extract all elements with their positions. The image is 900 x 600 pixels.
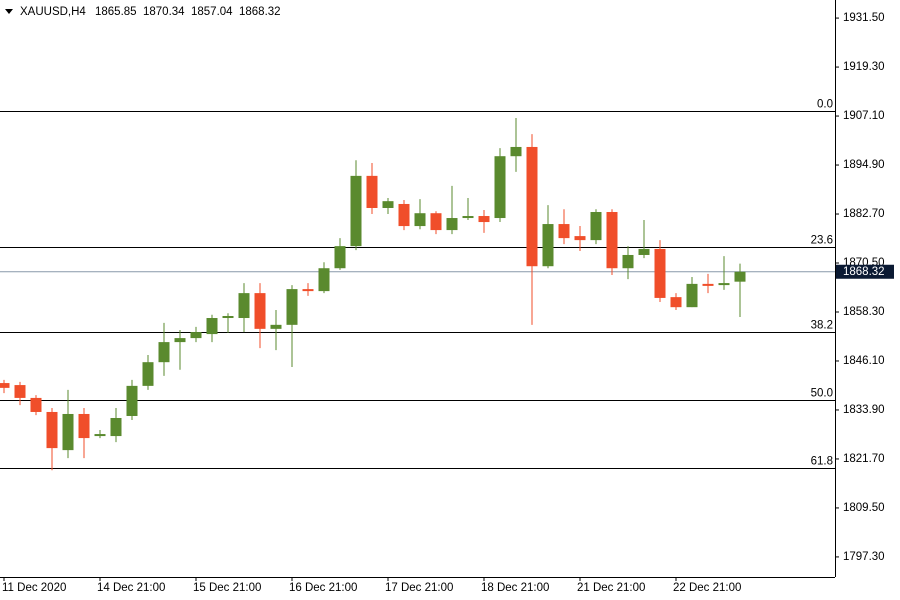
candle-body xyxy=(254,293,266,329)
candle-body xyxy=(286,289,298,325)
x-tick-label: 22 Dec 21:00 xyxy=(673,582,741,594)
x-tick-label: 18 Dec 21:00 xyxy=(481,582,549,594)
y-tick-label: 1833.90 xyxy=(843,404,885,416)
candle-body xyxy=(382,201,394,208)
y-tick-label: 1858.30 xyxy=(843,306,885,318)
candle-body xyxy=(334,246,346,269)
candle-body xyxy=(686,283,698,308)
candle-body xyxy=(414,213,426,227)
y-tick-label: 1931.50 xyxy=(843,12,885,24)
fib-label: 50.0 xyxy=(811,388,833,400)
symbol: XAUUSD,H4 xyxy=(20,6,86,18)
candle-body xyxy=(302,289,314,292)
x-tick-label: 17 Dec 21:00 xyxy=(385,582,453,594)
candle-body xyxy=(654,248,666,298)
candle-body xyxy=(62,413,74,451)
header-value: 1857.04 xyxy=(191,6,233,18)
x-tick-label: 21 Dec 21:00 xyxy=(577,582,645,594)
candle-body xyxy=(94,434,106,437)
current-price-box xyxy=(836,264,894,279)
candle-body xyxy=(526,146,538,267)
y-tick-label: 1919.30 xyxy=(843,61,885,73)
header-value: 1868.32 xyxy=(239,6,281,18)
candle-body xyxy=(318,268,330,292)
x-tick-label: 14 Dec 21:00 xyxy=(97,582,165,594)
candle-body xyxy=(734,271,746,282)
candle-body xyxy=(158,342,170,363)
y-tick-label: 1809.50 xyxy=(843,502,885,514)
candle-body xyxy=(718,283,730,286)
header-arrow xyxy=(5,9,13,14)
current-price-label: 1868.32 xyxy=(843,266,885,278)
y-tick-label: 1907.10 xyxy=(843,110,885,122)
candle-body xyxy=(366,175,378,208)
candle-body xyxy=(606,212,618,269)
y-tick-label: 1882.70 xyxy=(843,208,885,220)
y-tick-label: 1846.10 xyxy=(843,355,885,367)
candle-body xyxy=(350,175,362,247)
candle-body xyxy=(190,332,202,339)
fib-label: 61.8 xyxy=(811,456,833,468)
candle-body xyxy=(622,254,634,269)
candle-body xyxy=(238,293,250,319)
candle-body xyxy=(46,411,58,449)
candle-body xyxy=(702,283,714,286)
header-value: 1865.85 xyxy=(95,6,137,18)
candle-body xyxy=(142,362,154,386)
x-tick-label: 11 Dec 2020 xyxy=(2,582,66,594)
candle-body xyxy=(478,216,490,223)
y-tick-label: 1797.30 xyxy=(843,551,885,563)
candle-body xyxy=(206,318,218,335)
candle-body xyxy=(558,224,570,239)
candle-body xyxy=(30,397,42,412)
candle-body xyxy=(126,385,138,416)
fib-label: 0.0 xyxy=(817,99,833,111)
candle-body xyxy=(542,224,554,267)
candle-body xyxy=(590,212,602,241)
candle-body xyxy=(14,385,26,398)
y-tick-label: 1894.90 xyxy=(843,159,885,171)
candle-body xyxy=(270,324,282,329)
header-value: 1870.34 xyxy=(143,6,185,18)
x-tick-label: 16 Dec 21:00 xyxy=(289,582,357,594)
x-tick-label: 15 Dec 21:00 xyxy=(193,582,261,594)
candle-body xyxy=(174,338,186,343)
candle-body xyxy=(574,236,586,241)
candle-body xyxy=(0,383,10,388)
fib-label: 23.6 xyxy=(811,235,833,247)
candle-body xyxy=(430,213,442,231)
candle-body xyxy=(110,417,122,437)
candle-body xyxy=(670,297,682,308)
candle-body xyxy=(638,248,650,255)
candle-body xyxy=(494,156,506,219)
y-tick-label: 1821.70 xyxy=(843,453,885,465)
candle-body xyxy=(398,203,410,227)
candle-body xyxy=(222,316,234,319)
candle-body xyxy=(446,218,458,231)
candle-body xyxy=(78,413,90,439)
candle-body xyxy=(462,216,474,219)
candle-body xyxy=(510,146,522,157)
fib-label: 38.2 xyxy=(811,320,833,332)
